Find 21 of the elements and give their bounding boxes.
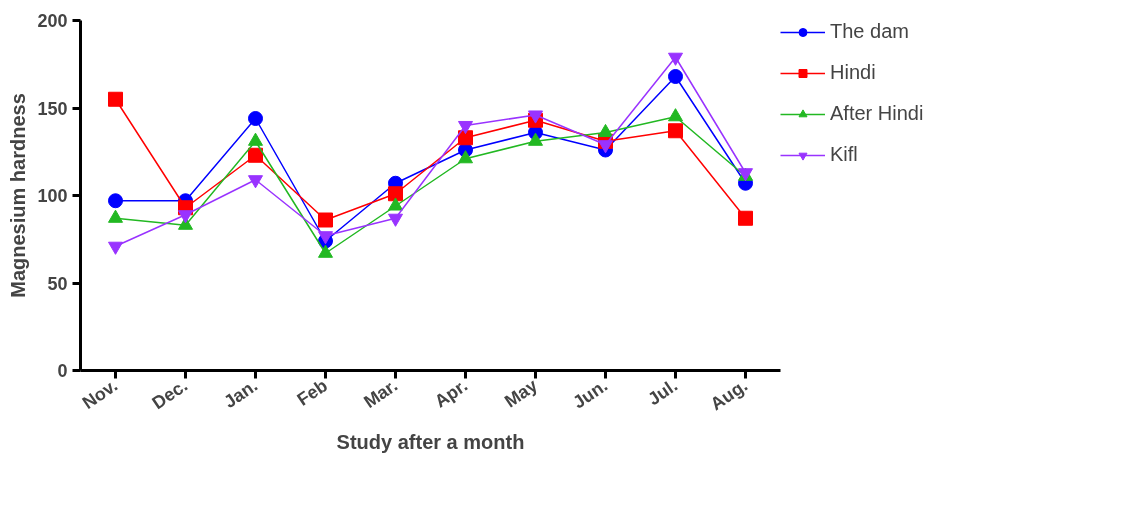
x-tick-label: Jan. [220,375,262,413]
x-tick-label: May [500,375,542,412]
y-tick-label: 200 [37,11,68,31]
y-tick-label: 150 [37,98,68,119]
x-tick-label: Apr. [430,375,472,412]
legend-label: The dam [830,20,909,43]
x-tick-label: Nov. [78,375,122,414]
legend-label: After Hindi [830,102,924,125]
y-tick-label: 100 [37,186,68,206]
x-tick-label: Mar. [360,375,402,413]
y-axis-title: Magnesium hardness [7,93,30,298]
x-axis-title: Study after a month [336,430,525,453]
y-tick-label: 0 [57,361,68,381]
legend-label: Hindi [830,61,876,84]
x-tick-label: Feb [293,375,332,410]
y-tick-label: 50 [47,273,68,294]
x-tick-label: Jul. [644,375,682,410]
x-tick-label: Dec. [148,375,192,414]
x-tick-label: Jun. [569,375,612,413]
x-tick-label: Aug. [706,375,752,415]
legend-label: Kifl [830,143,858,166]
